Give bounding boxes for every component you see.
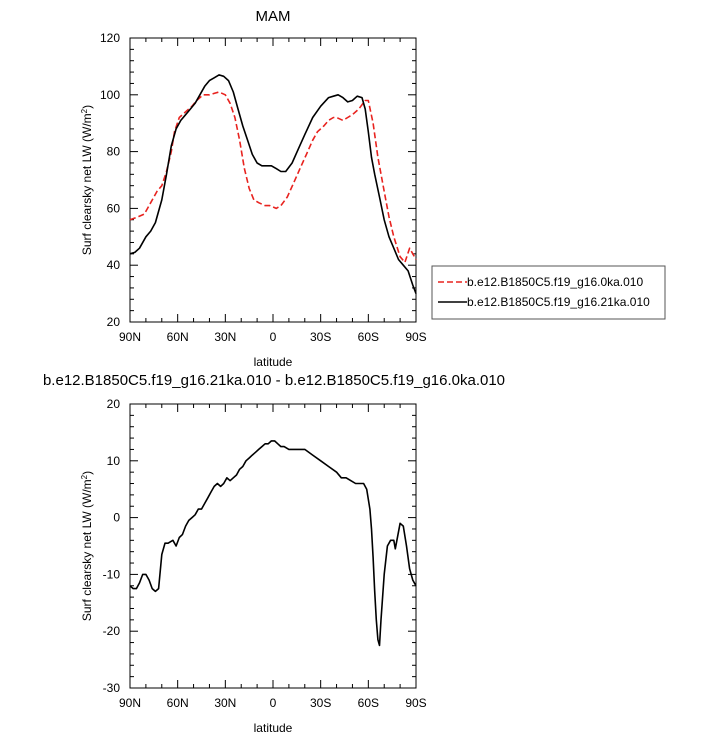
top-chart-title: MAM <box>256 8 291 25</box>
y-tick-label: 80 <box>107 145 121 159</box>
y-tick-label: 20 <box>107 397 121 411</box>
y-tick-label: -10 <box>103 567 121 581</box>
x-tick-label: 60S <box>358 330 379 344</box>
legend: b.e12.B1850C5.f19_g16.0ka.010 b.e12.B185… <box>431 265 666 320</box>
top-series-group <box>129 74 417 294</box>
x-tick-label: 30S <box>310 330 331 344</box>
bottom-axis-ticks: 90N 60N 30N 0 30S 60S 90S -30 -20 -10 0 10 20 <box>103 397 427 710</box>
legend-label-21ka: b.e12.B1850C5.f19_g16.21ka.010 <box>467 295 650 309</box>
bottom-y-axis-label: Surf clearsky net LW (W/m2) <box>80 471 95 621</box>
x-tick-label: 60N <box>167 696 189 710</box>
y-tick-label: 120 <box>100 31 120 45</box>
x-tick-label: 30N <box>214 330 236 344</box>
y-tick-label: 100 <box>100 88 120 102</box>
y-tick-label: 60 <box>107 201 121 215</box>
x-tick-label: 0 <box>270 696 277 710</box>
bottom-chart-title: b.e12.B1850C5.f19_g16.21ka.010 - b.e12.B… <box>43 372 505 389</box>
x-tick-label: 0 <box>270 330 277 344</box>
x-tick-label: 90N <box>119 330 141 344</box>
x-tick-label: 30S <box>310 696 331 710</box>
bottom-x-axis-label: latitude <box>254 721 293 735</box>
top-panel: MAM 90N 60N 30N 0 30S 60S 90S 20 40 60 80 100 120 la… <box>80 8 666 369</box>
y-tick-label: -20 <box>103 624 121 638</box>
x-tick-label: 60S <box>358 696 379 710</box>
y-tick-label: 40 <box>107 258 121 272</box>
y-tick-label: 20 <box>107 315 121 329</box>
y-tick-label: 0 <box>113 511 120 525</box>
x-tick-label: 30N <box>214 696 236 710</box>
series-line-0-1 <box>129 74 417 294</box>
y-tick-label: -30 <box>103 681 121 695</box>
x-tick-label: 60N <box>167 330 189 344</box>
top-x-axis-label: latitude <box>254 355 293 369</box>
top-plot-frame <box>129 37 417 323</box>
top-y-axis-label: Surf clearsky net LW (W/m2) <box>80 105 95 255</box>
bottom-series-group <box>129 440 417 647</box>
series-line-1-0 <box>129 440 417 647</box>
x-tick-label: 90S <box>405 696 426 710</box>
series-line-0-0 <box>129 91 417 264</box>
top-axis-ticks: 90N 60N 30N 0 30S 60S 90S 20 40 60 80 100 120 <box>100 31 427 344</box>
x-tick-label: 90S <box>405 330 426 344</box>
legend-box <box>431 265 666 320</box>
legend-label-0ka: b.e12.B1850C5.f19_g16.0ka.010 <box>467 275 643 289</box>
x-tick-label: 90N <box>119 696 141 710</box>
y-tick-label: 10 <box>107 454 121 468</box>
bottom-panel: b.e12.B1850C5.f19_g16.21ka.010 - b.e12.B… <box>43 372 505 735</box>
